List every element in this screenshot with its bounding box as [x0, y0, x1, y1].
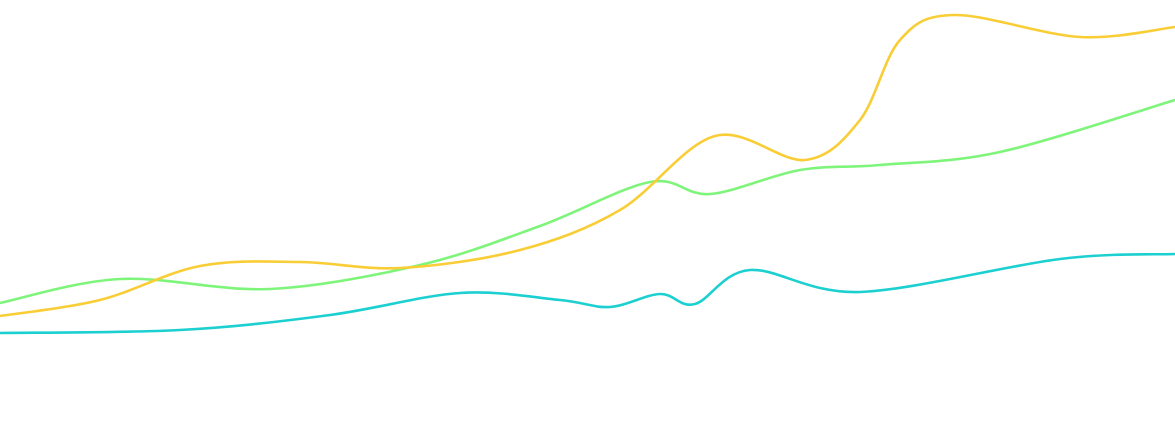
line-series — [0, 98, 1175, 305]
line-series — [0, 252, 1175, 335]
line-series — [0, 13, 1175, 318]
